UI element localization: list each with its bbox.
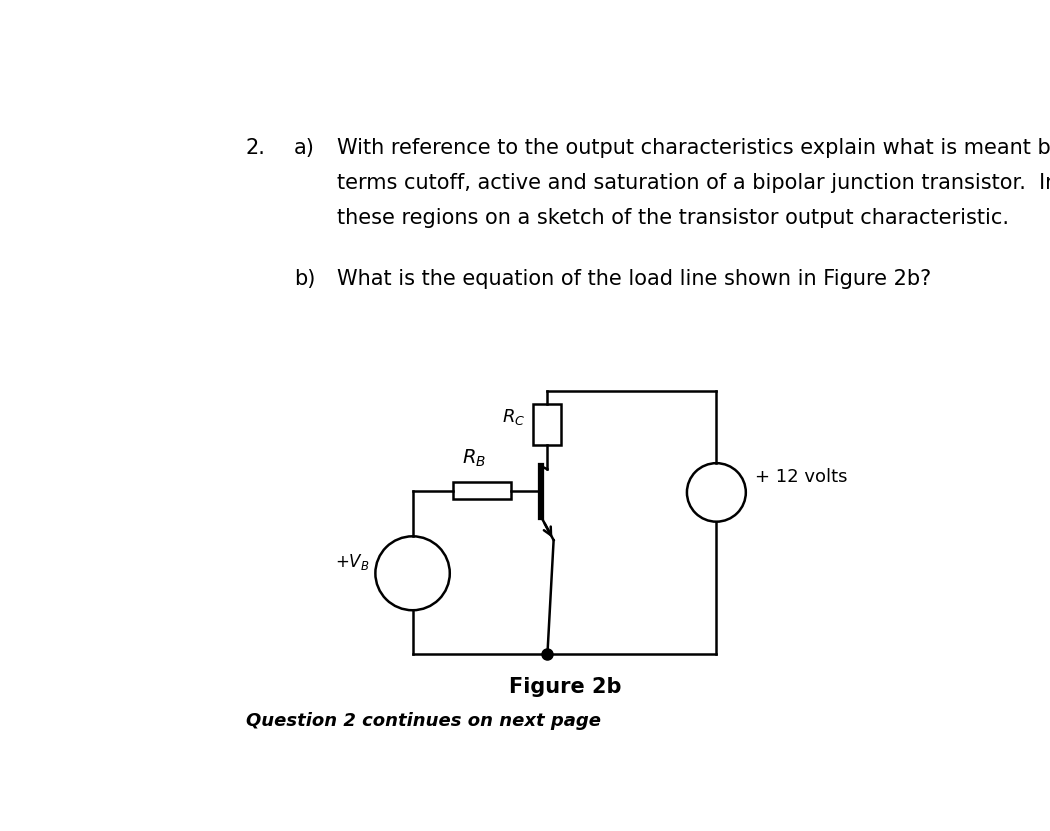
Text: + 12 volts: + 12 volts xyxy=(755,468,847,486)
Text: b): b) xyxy=(294,269,315,289)
Bar xyxy=(533,404,562,445)
Text: 2.: 2. xyxy=(246,138,266,158)
Text: With reference to the output characteristics explain what is meant by the: With reference to the output characteris… xyxy=(337,138,1050,158)
Text: $R_B$: $R_B$ xyxy=(462,447,486,469)
Text: terms cutoff, active and saturation of a bipolar junction transistor.  Indicate: terms cutoff, active and saturation of a… xyxy=(337,173,1050,193)
Text: What is the equation of the load line shown in Figure 2b?: What is the equation of the load line sh… xyxy=(337,269,931,289)
Text: a): a) xyxy=(294,138,315,158)
Text: $R_C$: $R_C$ xyxy=(503,406,526,426)
Text: Figure 2b: Figure 2b xyxy=(509,677,622,697)
Text: these regions on a sketch of the transistor output characteristic.: these regions on a sketch of the transis… xyxy=(337,208,1009,228)
Text: $+V_B$: $+V_B$ xyxy=(335,552,370,572)
Text: Question 2 continues on next page: Question 2 continues on next page xyxy=(246,712,601,730)
Bar xyxy=(453,483,511,499)
